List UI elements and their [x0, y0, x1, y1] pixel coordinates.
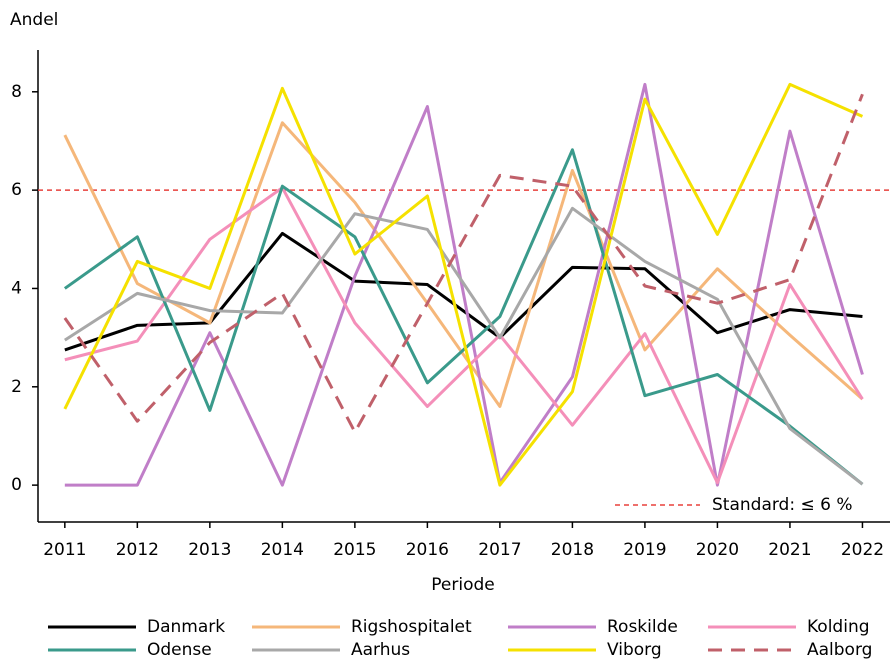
legend-label: Odense — [147, 640, 212, 660]
x-tick-label: 2013 — [188, 540, 231, 560]
x-tick-label: 2017 — [478, 540, 521, 560]
x-tick-label: 2014 — [261, 540, 304, 560]
y-tick-label: 0 — [11, 475, 22, 495]
legend-label: Kolding — [807, 617, 870, 637]
y-tick-label: 2 — [11, 377, 22, 397]
legend-label: Rigshospitalet — [351, 617, 472, 637]
x-tick-label: 2020 — [696, 540, 739, 560]
x-tick-label: 2015 — [333, 540, 376, 560]
legend-label: Danmark — [147, 617, 225, 637]
series-line — [64, 82, 864, 487]
legend-label: Aarhus — [351, 640, 410, 660]
reference-legend-label: Standard: ≤ 6 % — [712, 495, 853, 515]
legend-label: Aalborg — [807, 640, 872, 660]
x-tick-label: 2018 — [551, 540, 594, 560]
series-line — [63, 121, 864, 408]
legend-label: Roskilde — [607, 617, 678, 637]
y-axis-label: Andel — [10, 10, 58, 30]
series-line — [64, 206, 864, 486]
x-tick-label: 2012 — [116, 540, 159, 560]
x-tick-label: 2011 — [43, 540, 86, 560]
x-tick-label: 2019 — [623, 540, 666, 560]
x-tick-label: 2022 — [841, 540, 884, 560]
y-tick-label: 4 — [11, 278, 22, 298]
series-line — [63, 148, 864, 486]
series-line — [64, 186, 864, 485]
legend-label: Viborg — [607, 640, 662, 660]
x-axis-label: Periode — [431, 575, 494, 595]
y-tick-label: 8 — [11, 82, 22, 102]
x-tick-label: 2016 — [406, 540, 449, 560]
y-tick-label: 6 — [11, 180, 22, 200]
series-line — [63, 93, 864, 434]
series-line — [63, 82, 864, 487]
x-tick-label: 2021 — [768, 540, 811, 560]
series-line — [64, 231, 863, 352]
